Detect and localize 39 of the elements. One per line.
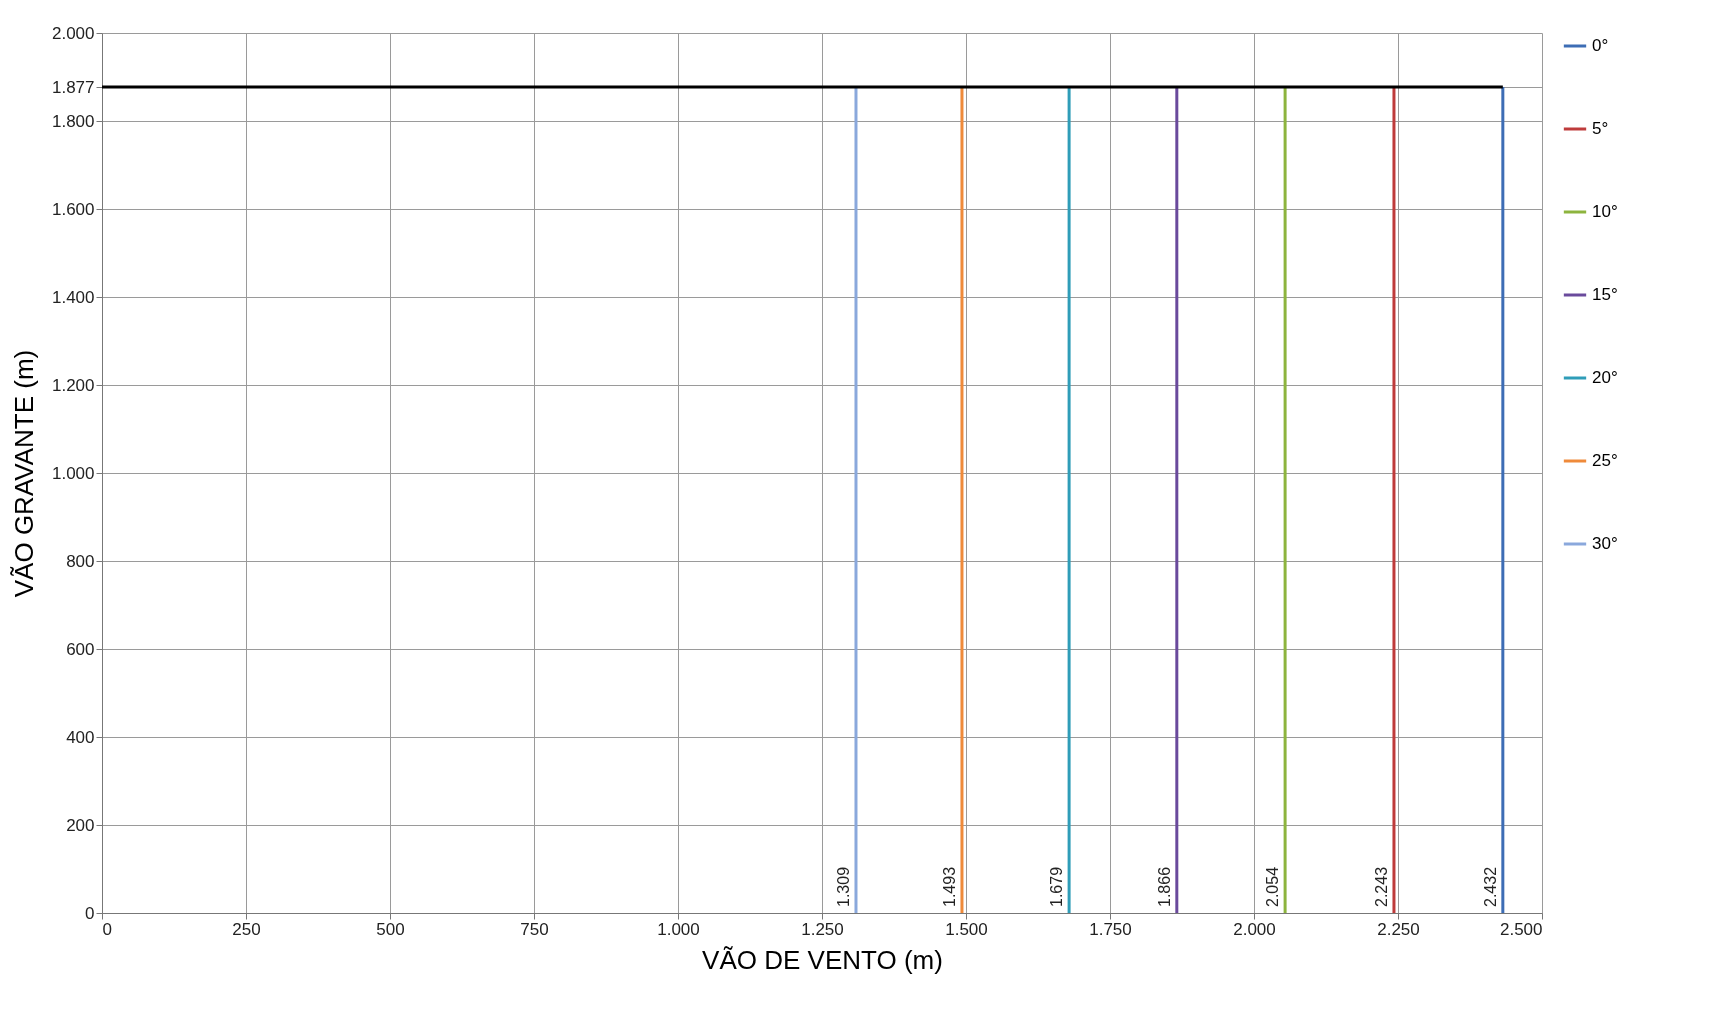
y-tick-label: 1.000 (51, 463, 95, 483)
y-tick-label: 0 (85, 903, 95, 923)
annotation: 2.054 (1264, 866, 1282, 907)
x-tick-label: 1.500 (945, 919, 988, 939)
y-tick-label: 600 (66, 639, 95, 659)
x-tick-label: 500 (376, 919, 405, 939)
legend-label: 0° (1592, 36, 1609, 55)
y-tick-label: 1.200 (51, 375, 95, 395)
y-axis-title: VÃO GRAVANTE (m) (8, 349, 39, 598)
x-tick-label: 2.500 (1499, 919, 1543, 939)
legend-label: 20° (1592, 368, 1618, 387)
annotation: 2.432 (1481, 866, 1499, 907)
x-tick-label: 750 (520, 919, 549, 939)
y-tick-label: 200 (66, 815, 95, 835)
legend-label: 10° (1592, 202, 1618, 221)
legend-label: 15° (1592, 285, 1618, 304)
y-tick-label: 800 (66, 551, 95, 571)
annotation: 1.309 (834, 866, 852, 907)
y-tick-label: 2.000 (51, 23, 95, 43)
legend-label: 30° (1592, 534, 1618, 553)
y-tick-label: 1.600 (51, 199, 95, 219)
x-tick-label: 1.250 (801, 919, 844, 939)
y-tick-label: 1.400 (51, 287, 95, 307)
x-tick-label: 1.750 (1089, 919, 1132, 939)
y-tick-label: 1.877 (51, 77, 95, 97)
x-tick-label: 250 (232, 919, 261, 939)
y-tick-label: 400 (66, 727, 95, 747)
x-tick-label: 2.000 (1233, 919, 1276, 939)
x-tick-label: 0 (102, 919, 112, 939)
x-tick-label: 1.000 (657, 919, 700, 939)
annotation: 1.679 (1048, 866, 1066, 907)
annotation: 2.243 (1372, 866, 1390, 907)
annotation: 1.866 (1155, 866, 1173, 907)
y-tick-label: 1.800 (51, 111, 95, 131)
x-tick-label: 2.250 (1377, 919, 1420, 939)
x-axis-title: VÃO DE VENTO (m) (702, 944, 943, 975)
legend-label: 25° (1592, 451, 1618, 470)
legend-label: 5° (1592, 119, 1609, 138)
annotation: 1.493 (940, 866, 958, 907)
